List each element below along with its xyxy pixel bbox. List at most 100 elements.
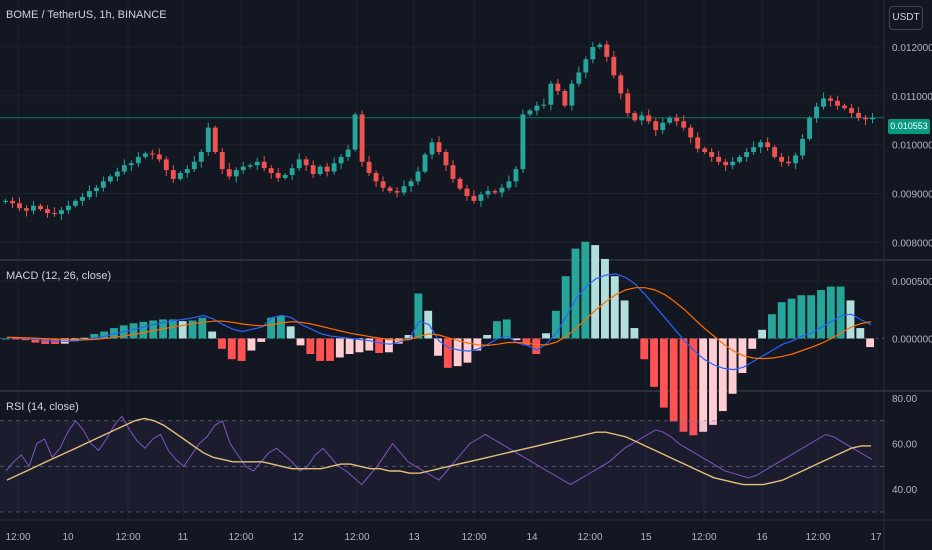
- macd-histogram-bar: [807, 295, 816, 339]
- macd-histogram-bar: [483, 334, 492, 339]
- candle-body: [128, 163, 134, 166]
- candle-body: [233, 170, 239, 177]
- macd-histogram-bar: [218, 338, 226, 349]
- candle-body: [590, 47, 596, 60]
- macd-histogram-bar: [41, 338, 50, 344]
- candle-body: [317, 166, 323, 174]
- candle-body: [163, 159, 169, 171]
- macd-tick-label: 0.000000: [892, 334, 932, 345]
- macd-histogram-bar: [404, 334, 413, 339]
- macd-histogram-bar: [335, 338, 344, 358]
- candle-body: [485, 191, 491, 195]
- candle-body: [464, 188, 470, 196]
- candle-body: [359, 114, 365, 162]
- candle-body: [177, 173, 183, 179]
- macd-histogram-bar: [168, 319, 177, 339]
- candle-body: [478, 194, 484, 201]
- macd-histogram-bar: [718, 338, 727, 412]
- rsi-tick-label: 40.00: [892, 485, 917, 496]
- candle-body: [254, 161, 260, 166]
- macd-histogram-bar: [856, 328, 865, 339]
- candle-body: [723, 161, 729, 166]
- candle-body: [471, 195, 477, 201]
- candle-body: [401, 186, 407, 193]
- macd-histogram-bar: [659, 338, 668, 408]
- candle-body: [45, 209, 50, 214]
- candle-body: [51, 213, 57, 215]
- candle-body: [555, 83, 561, 91]
- candle-body: [247, 165, 253, 167]
- macd-histogram-bar: [699, 338, 708, 432]
- macd-histogram-bar: [276, 315, 285, 339]
- candle-body: [261, 161, 267, 169]
- candle-body: [653, 121, 659, 131]
- macd-histogram-bar: [630, 328, 639, 339]
- time-tick-label: 12:00: [691, 532, 716, 543]
- macd-histogram-bar: [817, 290, 825, 339]
- time-tick-label: 12:00: [5, 532, 30, 543]
- candle-body: [310, 165, 316, 174]
- candle-body: [170, 170, 176, 179]
- price-tick-label: 0.010000: [892, 141, 932, 152]
- rsi-tick-label: 80.00: [892, 394, 917, 405]
- candle-body: [226, 169, 232, 177]
- macd-histogram-bar: [679, 338, 688, 432]
- macd-histogram-bar: [384, 338, 393, 353]
- candle-body: [394, 191, 400, 193]
- candle-body: [506, 181, 512, 188]
- candle-body: [695, 137, 701, 149]
- candle-body: [79, 196, 85, 201]
- candle-body: [135, 156, 141, 164]
- candle-body: [429, 142, 435, 155]
- candle-body: [520, 114, 526, 170]
- candle-body: [499, 187, 505, 193]
- time-tick-label: 11: [178, 532, 189, 543]
- time-tick-label: 13: [408, 532, 420, 543]
- candle-body: [604, 44, 610, 57]
- candle-body: [457, 178, 463, 189]
- candle-body: [730, 161, 736, 166]
- candle-body: [583, 59, 589, 73]
- candle-body: [527, 110, 533, 115]
- macd-histogram-bar: [571, 248, 580, 339]
- candle-body: [149, 153, 155, 155]
- candle-body: [275, 173, 281, 178]
- rsi-pane-label: RSI (14, close): [6, 401, 79, 413]
- macd-histogram-bar: [306, 338, 315, 355]
- candle-body: [3, 200, 8, 202]
- macd-histogram-bar: [787, 298, 796, 339]
- candle-body: [121, 165, 127, 172]
- currency-button[interactable]: USDT: [889, 6, 923, 30]
- macd-histogram-bar: [267, 317, 276, 339]
- candle-body: [814, 106, 820, 118]
- macd-histogram-bar: [227, 338, 236, 360]
- time-tick-label: 12:00: [228, 532, 253, 543]
- candle-body: [436, 142, 442, 153]
- candle-body: [548, 83, 554, 105]
- candle-body: [380, 181, 386, 188]
- candle-body: [114, 171, 120, 177]
- candle-body: [786, 161, 792, 164]
- macd-histogram-bar: [90, 333, 99, 339]
- macd-histogram-bar: [522, 338, 531, 346]
- macd-histogram-bar: [640, 338, 649, 360]
- macd-histogram-bar: [208, 331, 217, 339]
- candle-body: [779, 156, 785, 162]
- candle-body: [632, 112, 638, 121]
- macd-histogram-bar: [434, 338, 442, 356]
- candle-body: [667, 117, 673, 123]
- candle-body: [366, 161, 372, 174]
- macd-histogram-bar: [129, 323, 138, 339]
- candle-body: [24, 208, 29, 211]
- candle-body: [415, 171, 421, 182]
- candle-body: [737, 156, 743, 162]
- candle-body: [17, 203, 22, 209]
- time-tick-label: 12:00: [577, 532, 602, 543]
- macd-histogram-bar: [31, 338, 40, 343]
- candle-body: [184, 169, 190, 174]
- macd-histogram-bar: [178, 321, 187, 339]
- candle-body: [856, 112, 861, 118]
- candle-body: [562, 91, 568, 106]
- candle-body: [352, 114, 358, 150]
